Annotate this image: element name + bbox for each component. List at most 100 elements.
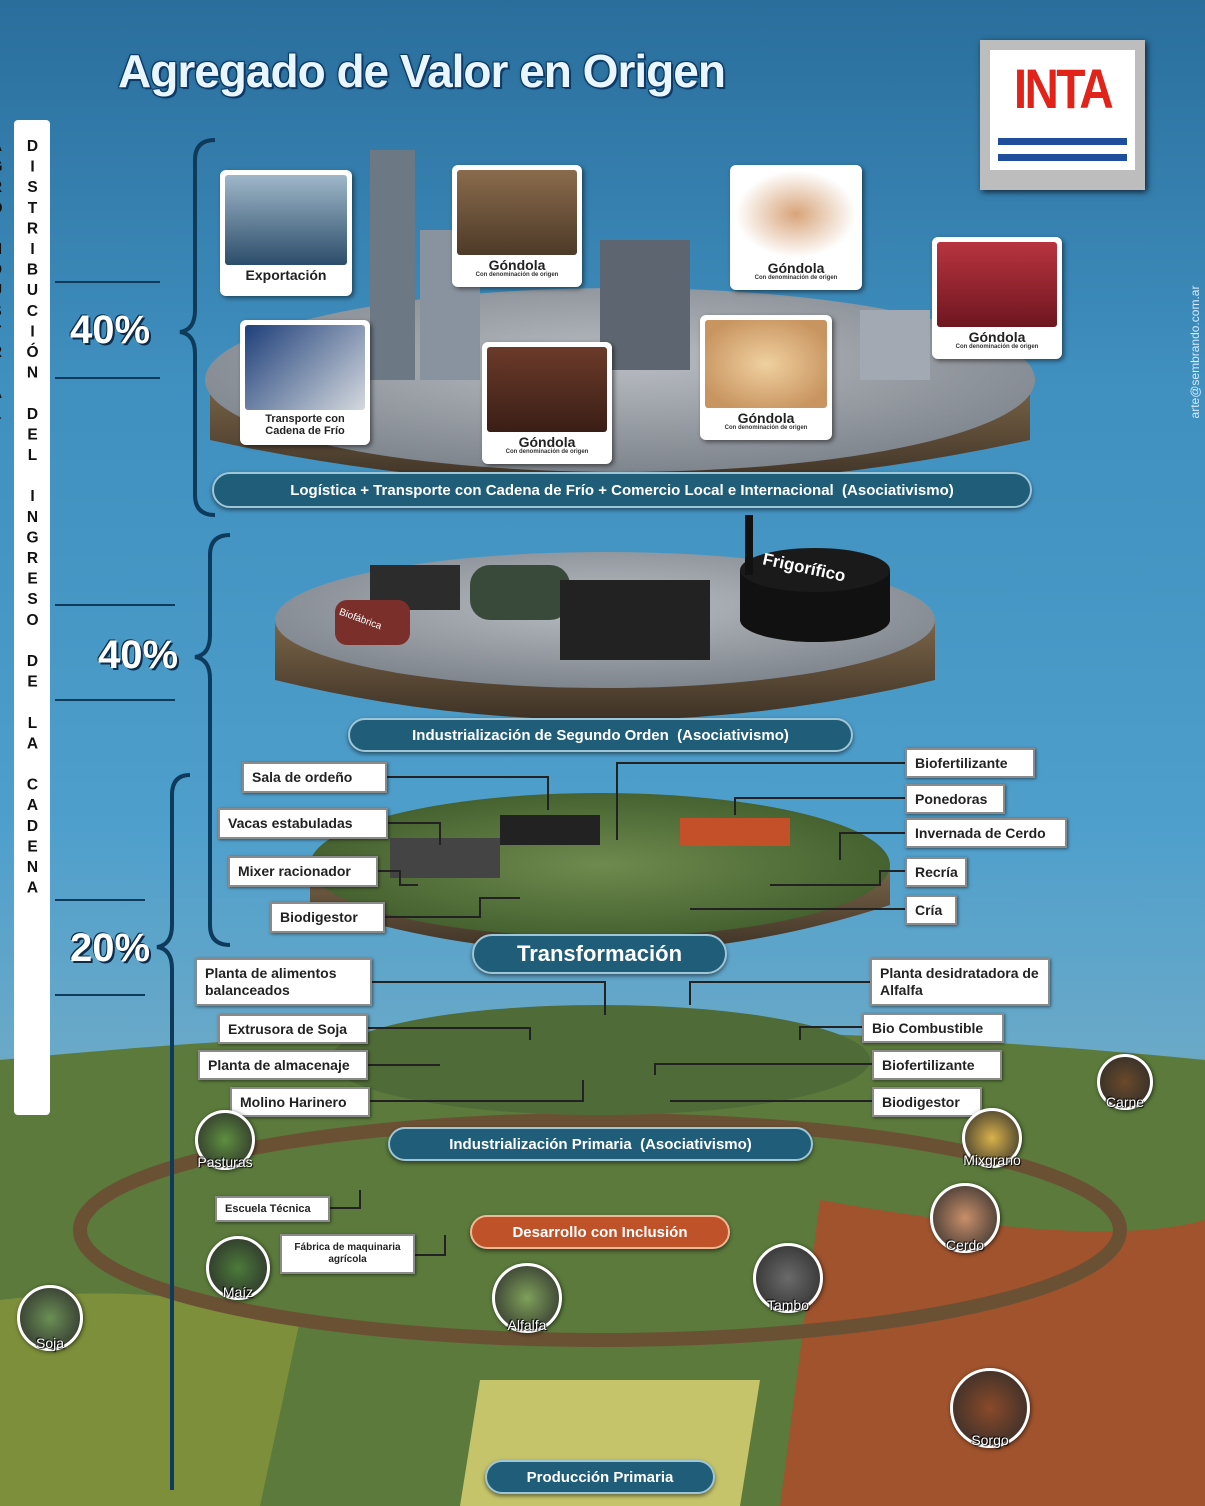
skyscraper (600, 240, 690, 370)
label: Molino Harinero (230, 1087, 370, 1117)
skyscraper (860, 310, 930, 380)
logo-stripe (998, 138, 1127, 145)
crop-circle (195, 1110, 255, 1170)
card-note: Con denominación de origen (754, 275, 838, 281)
building (390, 838, 500, 878)
banner: Industrialización Primaria (Asociativism… (388, 1127, 813, 1161)
building (470, 565, 570, 620)
logo: INTA (980, 40, 1145, 190)
photo (245, 325, 365, 410)
label: Bio Combustible (862, 1013, 1004, 1043)
crop-circle (17, 1285, 83, 1351)
brace (194, 533, 231, 947)
crop-circle (206, 1236, 270, 1300)
label: Planta de almacenaje (198, 1050, 368, 1080)
building (335, 600, 410, 645)
photo-card: Góndola Con denominación de origen (482, 342, 612, 464)
card-label: Góndola (968, 329, 1026, 345)
photo-card: Exportación (220, 170, 352, 296)
logo-box: INTA (990, 50, 1135, 170)
photo-card: Góndola Con denominación de origen (730, 165, 862, 290)
label: Biofertilizante (905, 748, 1035, 778)
crop-label: Maíz (222, 1284, 254, 1300)
photo-card: Góndola Con denominación de origen (452, 165, 582, 287)
label: Biodigestor (270, 902, 385, 933)
banner: Producción Primaria (485, 1460, 715, 1494)
card-label: Transporte con Cadena de Frío (265, 413, 345, 437)
photo (937, 242, 1057, 327)
banner: Logística + Transporte con Cadena de Frí… (212, 472, 1032, 508)
building (740, 548, 890, 592)
card-note: Con denominación de origen (724, 425, 808, 431)
share: 40% (70, 308, 151, 352)
label: Planta de alimentos balanceados (195, 958, 372, 1006)
card-label: Góndola (488, 257, 546, 273)
title: Agregado de Valor en Origen (118, 45, 726, 97)
photo (225, 175, 347, 265)
card-label: Exportación (245, 267, 327, 283)
industry-ground (330, 1005, 870, 1115)
photo-card: Góndola Con denominación de origen (932, 237, 1062, 359)
label: Escuela Técnica (215, 1196, 330, 1222)
label: Recría (905, 857, 967, 887)
banner: Desarrollo con Inclusión (470, 1215, 730, 1249)
crop-circle (930, 1183, 1000, 1253)
building (680, 818, 790, 846)
photo-card: Transporte con Cadena de Frío (240, 320, 370, 445)
card-label: Góndola (737, 410, 795, 426)
crop-label: Tambo (766, 1297, 810, 1313)
label: Mixer racionador (228, 856, 378, 887)
chimney (745, 515, 753, 575)
field (0, 1293, 300, 1506)
skyscraper (370, 150, 415, 380)
crop-circle (753, 1243, 823, 1313)
field (780, 1200, 1205, 1506)
label: Biofertilizante (872, 1050, 1002, 1080)
card-label: Góndola (767, 260, 825, 276)
photo (487, 347, 607, 432)
crop-circle (492, 1263, 562, 1333)
crop-label: Alfalfa (507, 1317, 547, 1333)
card-label: Góndola (518, 434, 576, 450)
share: 40% (98, 633, 179, 677)
label: Biodigestor (872, 1087, 982, 1117)
divider-lines (55, 281, 175, 996)
photo (457, 170, 577, 255)
photo-card: Góndola Con denominación de origen (700, 315, 832, 440)
brace (156, 773, 191, 1490)
label: Cría (905, 895, 957, 925)
label: Vacas estabuladas (218, 808, 388, 839)
logo-stripe (998, 154, 1127, 161)
label: Planta desidratadora de Alfalfa (870, 958, 1050, 1006)
road (73, 1113, 1127, 1347)
label: Extrusora de Soja (218, 1014, 368, 1044)
crop-circle (1097, 1054, 1153, 1110)
photo (735, 170, 857, 258)
card-note: Con denominación de origen (955, 344, 1039, 350)
side-bar: DISTRIBUCIÓN DEL INGRESO DE LA CADENA AG… (0, 120, 50, 1115)
brace (179, 138, 216, 517)
banner: Industrialización de Segundo Orden (Asoc… (348, 718, 853, 752)
side-label: DISTRIBUCIÓN DEL INGRESO DE LA CADENA AG… (0, 138, 41, 901)
card-note: Con denominación de origen (505, 449, 589, 455)
banner: Transformación (472, 934, 727, 974)
photo (705, 320, 827, 408)
label: Fábrica de maquinaria agrícola (280, 1234, 415, 1274)
logo-text: INTA (1013, 57, 1114, 120)
crop-label: Cerdo (945, 1237, 985, 1253)
building (560, 580, 710, 660)
crop-circle (950, 1368, 1030, 1448)
share: 20% (70, 926, 151, 970)
label: Sala de ordeño (242, 762, 387, 793)
crop-label: Mixgrano (963, 1152, 1021, 1168)
crop-circle (962, 1108, 1022, 1168)
crop-label: Pasturas (197, 1154, 253, 1170)
label: Invernada de Cerdo (905, 818, 1067, 848)
crop-label: Carne (1105, 1094, 1145, 1110)
label: Ponedoras (905, 784, 1005, 814)
building (500, 815, 600, 845)
credit: arte@sembrando.com.ar (1188, 285, 1202, 419)
crop-label: Soja (35, 1335, 65, 1351)
crop-label: Sorgo (971, 1432, 1009, 1448)
